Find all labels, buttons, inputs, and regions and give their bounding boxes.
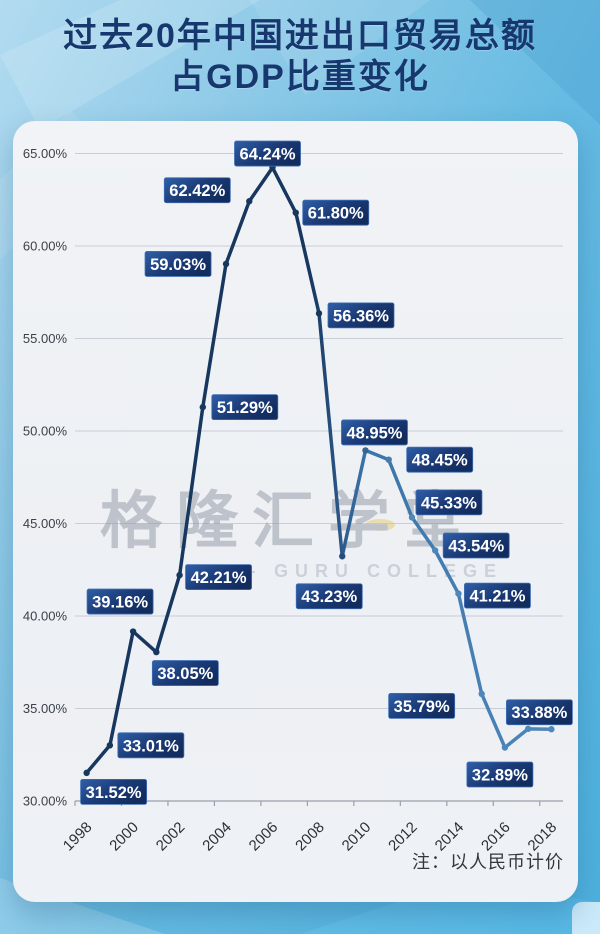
watermark-logo-dot (365, 519, 395, 531)
svg-text:33.01%: 33.01% (123, 737, 179, 755)
x-axis-tick-label: 2000 (106, 819, 142, 855)
data-point (501, 744, 509, 751)
svg-text:61.80%: 61.80% (308, 205, 364, 223)
data-point (455, 590, 462, 597)
svg-text:33.88%: 33.88% (511, 704, 567, 722)
chart-card: 65.00% 60.00% 55.00% 50.00% 45.00% 40.00% 35.0… (13, 121, 578, 902)
svg-text:41.21%: 41.21% (469, 588, 525, 606)
data-point (153, 648, 160, 656)
data-label: 33.88% (505, 699, 573, 726)
decor-shape (0, 0, 260, 130)
data-point (106, 742, 114, 749)
data-point (315, 310, 323, 317)
data-point (292, 209, 299, 216)
data-label: 48.45% (406, 446, 474, 473)
svg-text:62.42%: 62.42% (169, 182, 225, 200)
data-point (362, 447, 369, 454)
data-label: 64.24% (234, 140, 301, 167)
y-axis-tick-label: 60.00% (23, 239, 68, 254)
data-labels: 31.52% 33.01% 39.16% 38.05% 42.21% 51.29% 59.0… (80, 140, 573, 805)
y-axis-tick-label: 40.00% (23, 609, 68, 624)
y-axis-tick-label: 35.00% (23, 701, 68, 716)
x-axis-tick-label: 1998 (60, 819, 96, 855)
data-label: 56.36% (327, 302, 395, 329)
data-point (431, 547, 439, 554)
data-label: 39.16% (86, 588, 154, 615)
x-axis-tick-label: 2004 (199, 819, 235, 855)
y-axis-tick-label: 50.00% (23, 424, 68, 439)
svg-text:64.24%: 64.24% (240, 146, 296, 164)
data-label: 42.21% (185, 564, 252, 591)
svg-text:48.95%: 48.95% (346, 424, 402, 442)
data-label: 62.42% (163, 177, 231, 204)
data-point (222, 260, 230, 268)
data-label: 41.21% (464, 582, 531, 609)
y-axis-tick-label: 55.00% (23, 331, 68, 346)
y-axis-tick-label: 65.00% (23, 146, 68, 161)
data-label: 48.95% (341, 419, 408, 446)
svg-text:43.23%: 43.23% (301, 588, 357, 606)
svg-text:56.36%: 56.36% (333, 307, 389, 325)
title-line-1: 过去20年中国进出口贸易总额 (63, 17, 537, 55)
svg-text:31.52%: 31.52% (86, 784, 142, 802)
y-axis-tick-label: 45.00% (23, 516, 68, 531)
data-label: 38.05% (151, 660, 219, 686)
gridlines: 65.00% 60.00% 55.00% 50.00% 45.00% 40.00% 35.0… (23, 146, 563, 809)
data-point (524, 725, 532, 733)
svg-text:42.21%: 42.21% (191, 569, 247, 587)
x-axis-tick-label: 2010 (339, 819, 375, 855)
data-point (199, 403, 207, 411)
data-label: 32.89% (466, 761, 534, 788)
data-point (129, 628, 137, 635)
svg-text:39.16%: 39.16% (92, 594, 148, 612)
svg-text:38.05%: 38.05% (157, 665, 213, 683)
data-label: 31.52% (80, 778, 148, 805)
data-label: 59.03% (144, 251, 212, 277)
y-axis-tick-label: 30.00% (23, 794, 68, 809)
data-point (408, 514, 416, 521)
data-label: 61.80% (302, 199, 370, 226)
decor-shape (250, 0, 430, 95)
x-axis (74, 800, 563, 806)
data-label: 45.33% (415, 489, 483, 516)
x-axis-tick-label: 2002 (153, 819, 189, 855)
data-point (478, 690, 485, 698)
svg-text:45.33%: 45.33% (421, 494, 477, 512)
data-label: 35.79% (388, 692, 456, 719)
data-label: 43.54% (442, 532, 510, 559)
data-points (83, 164, 555, 777)
decor-shape (470, 0, 600, 125)
data-point (385, 456, 392, 463)
svg-text:59.03%: 59.03% (150, 256, 206, 274)
data-point (246, 198, 253, 205)
svg-text:51.29%: 51.29% (217, 399, 273, 417)
svg-text:32.89%: 32.89% (472, 767, 528, 785)
data-label: 51.29% (211, 394, 279, 421)
trade-gdp-line-chart: 65.00% 60.00% 55.00% 50.00% 45.00% 40.00% 35.0… (23, 140, 573, 855)
x-axis-tick-label: 2008 (292, 819, 328, 855)
data-point (83, 769, 90, 777)
data-label: 33.01% (117, 732, 185, 759)
data-label: 43.23% (295, 583, 363, 610)
page-title: 过去20年中国进出口贸易总额 占GDP比重变化 (0, 16, 600, 99)
x-axis-tick-label: 2006 (246, 819, 282, 855)
data-point (339, 553, 346, 560)
svg-text:43.54%: 43.54% (448, 538, 504, 556)
svg-text:48.45%: 48.45% (412, 452, 468, 470)
chart-note: 注：以人民币计价 (412, 852, 564, 872)
watermark-subtext: — GURU COLLEGE (237, 561, 503, 581)
data-point (176, 571, 183, 579)
data-point (548, 726, 555, 733)
decor-shape (572, 902, 600, 934)
title-line-2: 占GDP比重变化 (170, 58, 430, 97)
svg-text:35.79%: 35.79% (394, 698, 450, 716)
